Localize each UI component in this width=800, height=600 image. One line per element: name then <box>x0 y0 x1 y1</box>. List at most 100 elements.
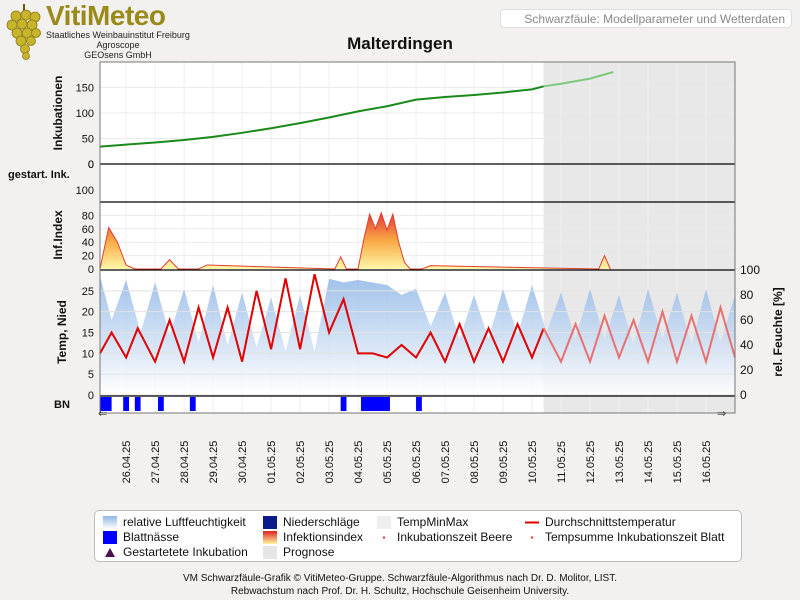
y-tick-label: 80 <box>82 210 94 222</box>
institute-1: Staatliches Weinbauinstitut Freiburg <box>46 30 190 40</box>
x-tick-label: 13.05.25 <box>614 441 626 484</box>
plot-frame <box>99 61 736 414</box>
leaf-wetness-bar <box>416 397 422 411</box>
x-tick-label: 26.04.25 <box>121 441 133 484</box>
y-tick-label: 60 <box>82 224 94 236</box>
incubation-line <box>99 85 544 148</box>
x-tick-label: 06.05.25 <box>411 441 423 484</box>
leaf-wetness-bar <box>340 397 347 411</box>
y-tick-label: 15 <box>82 328 94 340</box>
footer: VM Schwarzfäule-Grafik © VitiMeteo-Grupp… <box>0 572 800 598</box>
y2-tick-label: 40 <box>740 338 754 352</box>
legend-label: TempMinMax <box>397 515 469 529</box>
x-tick-label: 28.04.25 <box>179 441 191 484</box>
leaf-wetness-bar <box>100 397 112 411</box>
y-tick-label: 150 <box>76 82 94 94</box>
legend-label: Infektionsindex <box>283 530 364 544</box>
leaf-wetness-bar <box>189 397 196 411</box>
avg-temp-line <box>99 273 545 366</box>
legend-label: Gestartetete Inkubation <box>123 545 248 559</box>
legend-item-incubation-berry: Inkubationszeit Beere <box>377 530 512 544</box>
y2-tick-label: 0 <box>740 388 747 402</box>
legend-item-tempminmax: TempMinMax <box>377 515 468 529</box>
y-axis-label-incubations: Inkubationen <box>51 76 65 151</box>
x-tick-label: 10.05.25 <box>527 441 539 484</box>
legend-item-tempsum-leaf: Tempsumme Inkubationszeit Blatt <box>525 530 724 544</box>
legend-item-precip: Niederschläge <box>263 515 360 529</box>
legend-label: relative Luftfeuchtigkeit <box>123 515 246 529</box>
y-tick-label: 10 <box>82 348 94 360</box>
y-tick-label: 5 <box>88 369 94 381</box>
humidity-area <box>100 276 735 395</box>
y2-tick-label: 100 <box>740 263 760 277</box>
legend-label: Blattnässe <box>123 530 180 544</box>
legend-item-leaf-wetness: Blattnässe <box>103 530 179 544</box>
footer-line-1: VM Schwarzfäule-Grafik © VitiMeteo-Grupp… <box>182 573 617 584</box>
legend-item-started-incubation: Gestartetete Inkubation <box>103 545 248 559</box>
y-tick-label: 20 <box>82 307 94 319</box>
y2-axis-label-humidity: rel. Feuchte [%] <box>771 287 785 376</box>
vitimeteo-logo: VitiMeteo Staatliches Weinbauinstitut Fr… <box>6 0 196 62</box>
legend-label: Niederschläge <box>283 515 360 529</box>
infection-index-line <box>99 211 611 270</box>
y-tick-label: 100 <box>76 108 94 120</box>
scroll-right-icon: ⇒ <box>717 408 726 420</box>
chart-title: Malterdingen <box>347 34 453 53</box>
legend-item-humidity: relative Luftfeuchtigkeit <box>103 515 246 529</box>
x-tick-label: 04.05.25 <box>353 441 365 484</box>
x-tick-label: 07.05.25 <box>440 441 452 484</box>
y-tick-label: 0 <box>88 159 94 171</box>
legend-label: Inkubationszeit Beere <box>397 530 513 544</box>
incubation-forecast-line <box>543 71 614 88</box>
x-tick-label: 14.05.25 <box>643 441 655 484</box>
x-tick-label: 03.05.25 <box>324 441 336 484</box>
x-tick-label: 02.05.25 <box>295 441 307 484</box>
y-tick-label: 40 <box>82 237 94 249</box>
legend-item-avg-temp: Durchschnittstemperatur <box>525 515 676 529</box>
x-tick-label: 27.04.25 <box>150 441 162 484</box>
x-tick-label: 01.05.25 <box>266 441 278 484</box>
y-tick-label: 20 <box>82 251 94 263</box>
legend: relative Luftfeuchtigkeit Niederschläge … <box>94 510 742 562</box>
x-tick-label: 16.05.25 <box>701 441 713 484</box>
y-tick-label: 0 <box>88 264 94 276</box>
y-tick-label: 25 <box>82 286 94 298</box>
y-tick-label: 0 <box>88 159 94 171</box>
x-tick-label: 29.04.25 <box>208 441 220 484</box>
leaf-wetness-bar <box>134 397 141 411</box>
y-tick-label: 0 <box>88 390 94 402</box>
legend-label: Tempsumme Inkubationszeit Blatt <box>545 530 725 544</box>
leaf-wetness-bar <box>123 397 129 411</box>
y2-tick-label: 20 <box>740 363 754 377</box>
legend-label: Prognose <box>283 545 335 559</box>
y2-tick-label: 80 <box>740 288 754 302</box>
app-title: Schwarzfäule: Modellparameter und Wetter… <box>500 9 792 28</box>
x-tick-label: 09.05.25 <box>498 441 510 484</box>
institute-3: GEOsens GmbH <box>84 50 152 60</box>
y-axis-label-temp: Temp, Nied <box>55 300 69 364</box>
x-tick-label: 15.05.25 <box>672 441 684 484</box>
legend-item-forecast: Prognose <box>263 545 334 559</box>
leaf-wetness-bar <box>157 397 164 411</box>
grape-icon <box>6 4 41 60</box>
avg-temp-forecast-line <box>542 303 736 366</box>
x-tick-label: 08.05.25 <box>469 441 481 484</box>
legend-item-infection-index: Infektionsindex <box>263 530 363 544</box>
chart: 0501001500100020406080051015202502040608… <box>8 61 785 484</box>
y-tick-label: 50 <box>82 133 94 145</box>
x-tick-label: 05.05.25 <box>382 441 394 484</box>
x-tick-label: 30.04.25 <box>237 441 249 484</box>
y-tick-label: 100 <box>76 185 94 197</box>
leaf-wetness-bar <box>360 397 390 411</box>
y-axis-label-started: gestart. Ink. <box>8 169 70 181</box>
brand-name: VitiMeteo <box>46 0 166 31</box>
y-axis-label-inf-index: Inf.Index <box>51 210 65 260</box>
legend-label: Durchschnittstemperatur <box>545 515 676 529</box>
y2-tick-label: 60 <box>740 313 754 327</box>
scroll-left-icon: ⇐ <box>98 408 107 420</box>
institute-2: Agroscope <box>96 40 140 50</box>
x-tick-label: 11.05.25 <box>556 441 568 483</box>
footer-line-2: Rebwachstum nach Prof. Dr. H. Schultz, H… <box>230 586 570 597</box>
y-axis-label-bn: BN <box>54 399 70 411</box>
x-tick-label: 12.05.25 <box>585 441 597 484</box>
